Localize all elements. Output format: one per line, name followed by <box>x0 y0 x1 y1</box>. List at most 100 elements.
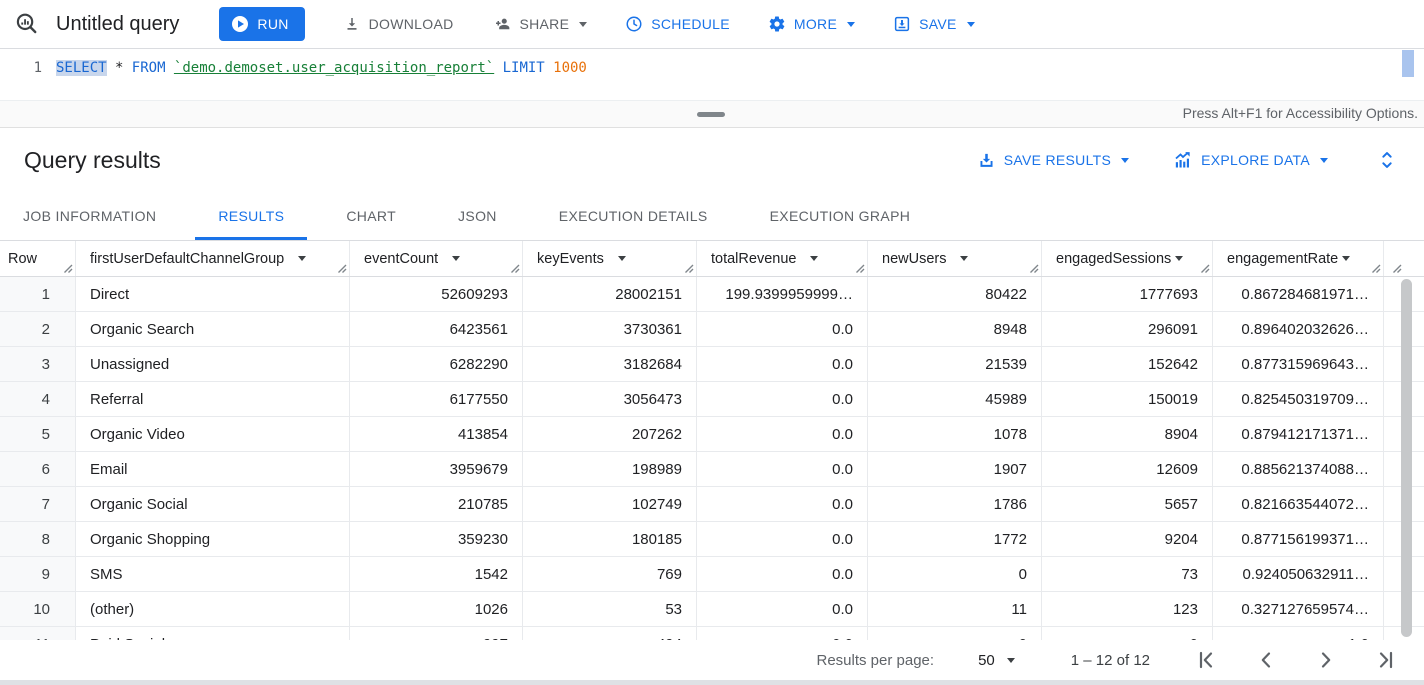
table-cell[interactable]: 210785 <box>350 487 523 521</box>
schedule-button[interactable]: SCHEDULE <box>613 7 742 41</box>
table-cell[interactable]: 0.877315969643… <box>1213 347 1384 381</box>
table-cell[interactable]: 73 <box>1042 557 1213 591</box>
download-button[interactable]: DOWNLOAD <box>331 7 466 41</box>
table-cell[interactable]: 0.0 <box>697 487 868 521</box>
first-page-button[interactable] <box>1190 644 1222 676</box>
table-cell[interactable]: 0 <box>1042 627 1213 640</box>
table-cell[interactable]: 123 <box>1042 592 1213 626</box>
column-resize-grip-icon[interactable] <box>855 264 865 274</box>
save-button[interactable]: SAVE <box>881 7 987 41</box>
tab-results[interactable]: RESULTS <box>195 192 308 240</box>
row-number-cell[interactable]: 7 <box>0 487 76 521</box>
table-cell[interactable]: 6177550 <box>350 382 523 416</box>
table-cell[interactable]: 102749 <box>523 487 697 521</box>
column-menu-caret-icon[interactable] <box>1342 256 1351 261</box>
column-resize-grip-icon[interactable] <box>1029 264 1039 274</box>
share-button[interactable]: SHARE <box>480 7 600 41</box>
row-number-cell[interactable]: 4 <box>0 382 76 416</box>
table-cell[interactable]: 1542 <box>350 557 523 591</box>
table-cell[interactable]: 1026 <box>350 592 523 626</box>
column-header-firstUserDefaultChannelGroup[interactable]: firstUserDefaultChannelGroup <box>76 241 350 276</box>
table-cell[interactable]: 1777693 <box>1042 277 1213 311</box>
column-menu-caret-icon[interactable] <box>1175 256 1184 261</box>
column-header-engagementRate[interactable]: engagementRate <box>1213 241 1384 276</box>
tab-execution-graph[interactable]: EXECUTION GRAPH <box>769 208 911 224</box>
table-cell[interactable]: 3056473 <box>523 382 697 416</box>
save-results-button[interactable]: SAVE RESULTS <box>977 151 1130 170</box>
table-cell[interactable]: (other) <box>76 592 350 626</box>
editor-scrollbar-thumb[interactable] <box>1402 50 1414 77</box>
table-cell[interactable]: 0.0 <box>697 347 868 381</box>
column-header-totalRevenue[interactable]: totalRevenue <box>697 241 868 276</box>
row-number-cell[interactable]: 1 <box>0 277 76 311</box>
explore-data-button[interactable]: EXPLORE DATA <box>1173 150 1328 170</box>
table-cell[interactable]: 0 <box>868 557 1042 591</box>
column-resize-grip-icon[interactable] <box>510 264 520 274</box>
column-header-row[interactable]: Row <box>0 241 76 276</box>
row-number-cell[interactable]: 6 <box>0 452 76 486</box>
table-cell[interactable]: 0 <box>868 627 1042 640</box>
table-cell[interactable]: 997 <box>350 627 523 640</box>
table-scrollbar-thumb[interactable] <box>1401 279 1412 637</box>
table-cell[interactable]: 53 <box>523 592 697 626</box>
table-cell[interactable]: 0.0 <box>697 382 868 416</box>
column-resize-grip-icon[interactable] <box>337 264 347 274</box>
last-page-button[interactable] <box>1370 644 1402 676</box>
table-cell[interactable]: 198989 <box>523 452 697 486</box>
table-cell[interactable]: 1078 <box>868 417 1042 451</box>
table-cell[interactable]: 0.0 <box>697 627 868 640</box>
column-menu-caret-icon[interactable] <box>617 256 626 261</box>
column-menu-caret-icon[interactable] <box>452 256 461 261</box>
table-cell[interactable]: 0.885621374088… <box>1213 452 1384 486</box>
table-cell[interactable]: 5657 <box>1042 487 1213 521</box>
table-cell[interactable]: 9204 <box>1042 522 1213 556</box>
column-header-eventCount[interactable]: eventCount <box>350 241 523 276</box>
table-cell[interactable]: 8948 <box>868 312 1042 346</box>
table-cell[interactable]: 0.0 <box>697 312 868 346</box>
tab-job-information[interactable]: JOB INFORMATION <box>23 208 157 224</box>
column-resize-grip-icon[interactable] <box>1392 264 1402 274</box>
table-cell[interactable]: Organic Social <box>76 487 350 521</box>
table-cell[interactable]: Organic Video <box>76 417 350 451</box>
row-number-cell[interactable]: 10 <box>0 592 76 626</box>
table-cell[interactable]: 8904 <box>1042 417 1213 451</box>
table-cell[interactable]: 52609293 <box>350 277 523 311</box>
table-cell[interactable]: 494 <box>523 627 697 640</box>
table-cell[interactable]: 21539 <box>868 347 1042 381</box>
table-cell[interactable]: 0.896402032626… <box>1213 312 1384 346</box>
tab-json[interactable]: JSON <box>458 208 497 224</box>
page-size-select[interactable]: 50 <box>978 652 1015 669</box>
column-resize-grip-icon[interactable] <box>63 264 73 274</box>
table-cell[interactable]: 0.0 <box>697 417 868 451</box>
horizontal-scrollbar-track[interactable] <box>0 680 1424 685</box>
next-page-button[interactable] <box>1310 644 1342 676</box>
table-cell[interactable]: 6282290 <box>350 347 523 381</box>
tab-execution-details[interactable]: EXECUTION DETAILS <box>558 208 708 224</box>
column-header-engagedSessions[interactable]: engagedSessions <box>1042 241 1213 276</box>
column-menu-caret-icon[interactable] <box>960 256 969 261</box>
column-resize-grip-icon[interactable] <box>1200 264 1210 274</box>
table-cell[interactable]: 0.924050632911… <box>1213 557 1384 591</box>
table-cell[interactable]: 0.327127659574… <box>1213 592 1384 626</box>
row-number-cell[interactable]: 9 <box>0 557 76 591</box>
drag-handle[interactable] <box>697 112 725 117</box>
table-cell[interactable]: 0.821663544072… <box>1213 487 1384 521</box>
table-cell[interactable]: 296091 <box>1042 312 1213 346</box>
column-menu-caret-icon[interactable] <box>298 256 307 261</box>
table-cell[interactable]: Unassigned <box>76 347 350 381</box>
sql-table-reference-link[interactable]: `demo.demoset.user_acquisition_report` <box>173 60 495 76</box>
table-cell[interactable]: 152642 <box>1042 347 1213 381</box>
table-cell[interactable]: 28002151 <box>523 277 697 311</box>
column-header-keyEvents[interactable]: keyEvents <box>523 241 697 276</box>
table-cell[interactable]: 150019 <box>1042 382 1213 416</box>
table-cell[interactable]: 0.877156199371… <box>1213 522 1384 556</box>
row-number-cell[interactable]: 3 <box>0 347 76 381</box>
table-cell[interactable]: 45989 <box>868 382 1042 416</box>
table-cell[interactable]: Email <box>76 452 350 486</box>
table-cell[interactable]: 0.0 <box>697 557 868 591</box>
expand-results-button[interactable] <box>1376 148 1398 172</box>
table-cell[interactable]: Direct <box>76 277 350 311</box>
row-number-cell[interactable]: 5 <box>0 417 76 451</box>
table-cell[interactable]: 12609 <box>1042 452 1213 486</box>
table-cell[interactable]: 0.825450319709… <box>1213 382 1384 416</box>
